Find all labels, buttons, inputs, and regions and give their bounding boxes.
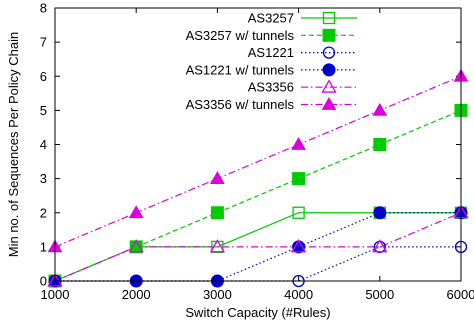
series-line-1	[54, 109, 462, 282]
x-tick-label: 6000	[447, 287, 474, 302]
x-tick-label: 3000	[203, 287, 232, 302]
series-4-point	[209, 239, 226, 253]
legend-marker	[321, 79, 337, 93]
y-tick-label: 2	[40, 205, 47, 220]
plot-frame	[54, 7, 462, 282]
x-axis-label: Switch Capacity (#Rules)	[185, 305, 330, 320]
series-1-point	[292, 172, 306, 186]
series-4-point	[128, 239, 144, 253]
series-lines	[54, 75, 462, 282]
legend-marker	[322, 11, 336, 25]
x-tick-label: 2000	[122, 287, 151, 302]
y-tick-label: 8	[40, 1, 47, 16]
legend-marker	[321, 96, 337, 110]
y-tick-label: 3	[40, 171, 47, 186]
series-4-point	[372, 239, 388, 253]
y-tick-label: 4	[40, 137, 47, 152]
series-5-point	[128, 205, 144, 219]
x-tick-label: 5000	[365, 287, 394, 302]
legend-label: AS3356	[248, 80, 294, 95]
series-4-point	[47, 273, 63, 287]
series-1-point	[210, 206, 224, 220]
legend-label: AS3356 w/ tunnels	[186, 97, 295, 112]
series-1-point	[373, 138, 387, 151]
series-5-point	[372, 102, 388, 116]
y-axis-label-group: Min no. of Sequences Per Policy Chain	[6, 32, 21, 257]
y-tick-label: 1	[40, 239, 47, 254]
legend-label: AS1221	[248, 45, 294, 60]
y-axis-label: Min no. of Sequences Per Policy Chain	[6, 32, 21, 257]
legend-marker	[322, 63, 336, 77]
y-tick-label: 6	[40, 69, 47, 84]
legend-label: AS3257	[248, 11, 294, 26]
legend-label: AS1221 w/ tunnels	[186, 62, 295, 77]
series-3-point	[373, 206, 387, 220]
series-line-4	[54, 212, 462, 282]
legend-marker	[322, 46, 336, 59]
series-line-2	[55, 246, 461, 282]
legend: AS3257 AS3257 w/ tunnels AS1221 AS1221 w/ t…	[186, 11, 357, 112]
series-0-point	[292, 206, 305, 219]
series-5-point	[210, 171, 225, 184]
series-line-3	[55, 212, 461, 282]
y-tick-label: 7	[40, 35, 47, 50]
y-tick-label: 5	[40, 103, 47, 118]
series-5-point	[291, 136, 306, 150]
y-tick-label: 0	[40, 274, 47, 289]
x-tick-label: 1000	[41, 287, 70, 302]
series-4-point	[290, 239, 307, 253]
legend-label: AS3257 w/ tunnels	[186, 28, 295, 43]
legend-marker	[322, 28, 336, 42]
x-tick-label: 4000	[284, 287, 313, 302]
series-line-5	[54, 75, 462, 248]
